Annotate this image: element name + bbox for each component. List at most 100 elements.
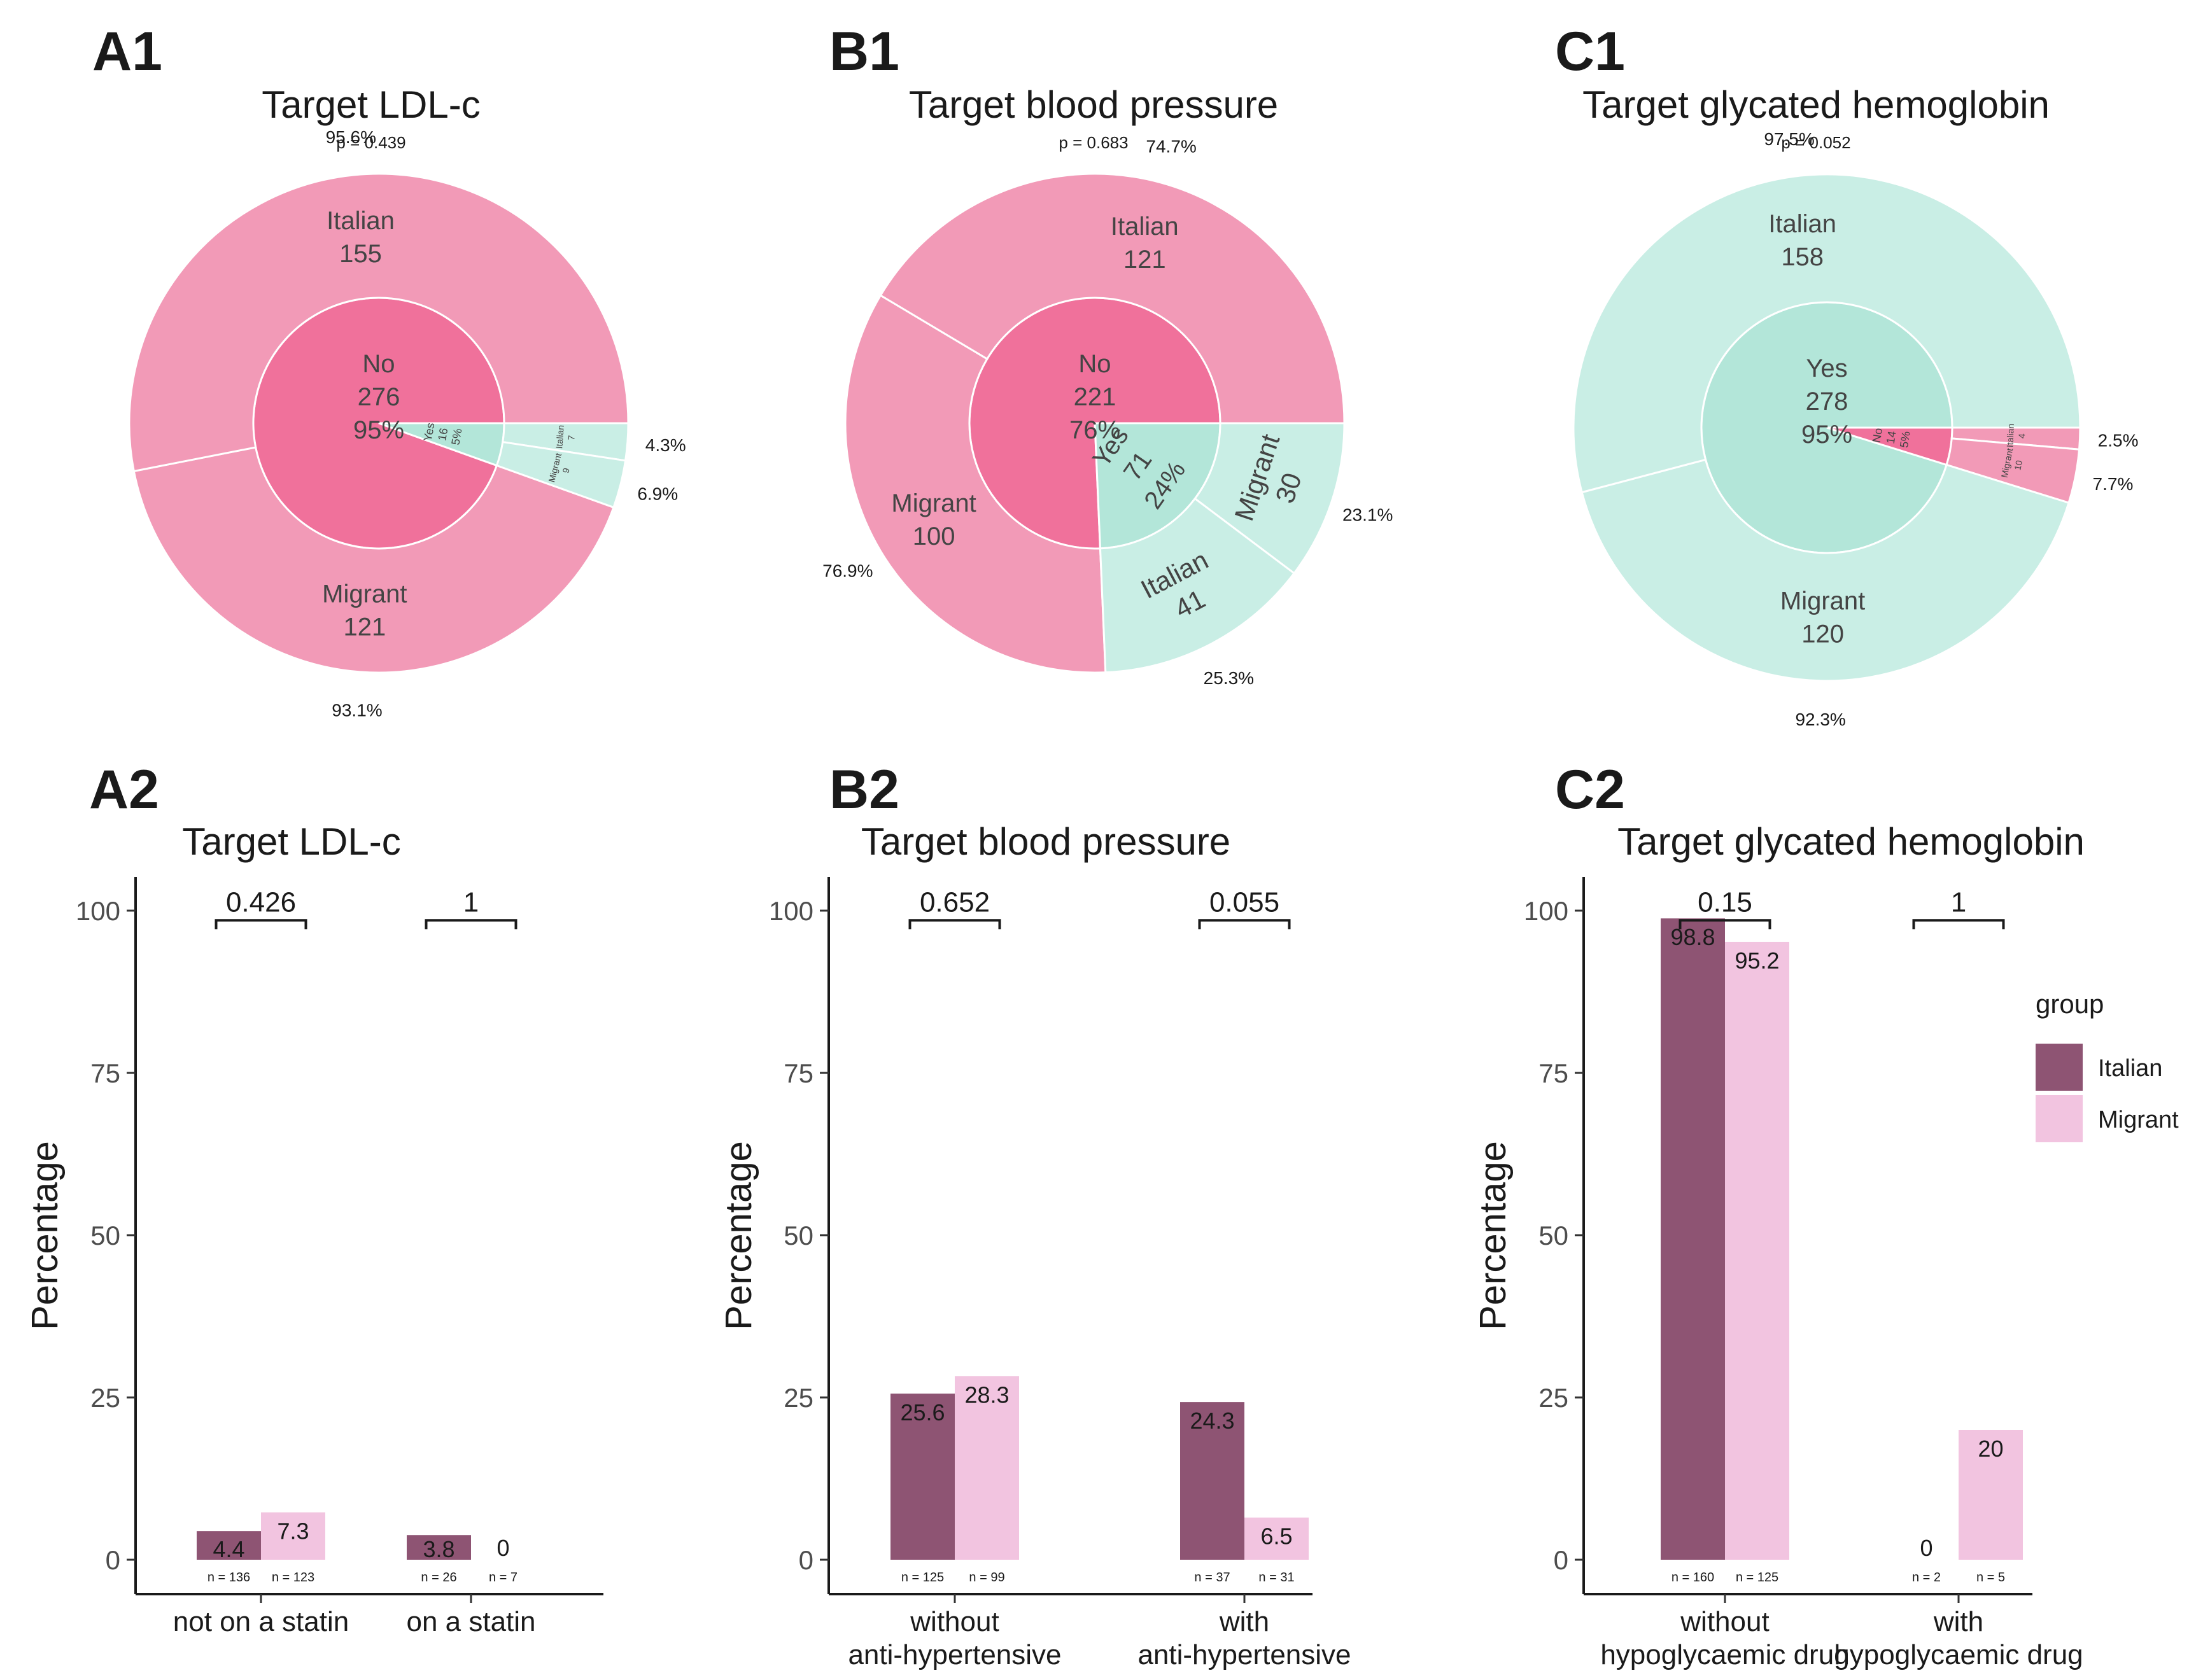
outer-label-migrant: Migrant 100: [891, 489, 976, 550]
outer-label-line: Migrant: [891, 489, 976, 517]
bar-italian: [197, 1531, 261, 1560]
x-tick-label: anti-hypertensive: [848, 1639, 1061, 1670]
inner-label-line: 76%: [1069, 416, 1120, 444]
bar-value-label: 0: [496, 1535, 509, 1561]
bar-italian: [1180, 1402, 1244, 1560]
legend-swatch-italian: [2036, 1044, 2083, 1091]
panel-label: B2: [829, 759, 899, 820]
significance-bracket: [908, 919, 1001, 930]
outer-label-line: Italian: [327, 207, 395, 235]
percent-label: 7.7%: [2093, 474, 2134, 494]
bar-value-label: 3.8: [423, 1536, 454, 1562]
chart-title: Target glycated hemoglobin: [1617, 820, 2085, 863]
outer-label-line: Italian: [1768, 210, 1836, 238]
percent-label: 6.9%: [637, 484, 678, 504]
y-tick-label: 25: [784, 1383, 813, 1413]
percent-label: 76.9%: [822, 561, 873, 581]
inner-label-line: 14: [1884, 430, 1899, 445]
bar-n-label: n = 5: [1976, 1571, 2005, 1585]
percent-label: 23.1%: [1342, 505, 1393, 524]
outer-label-line: Italian: [554, 424, 566, 449]
inner-label-line: Yes: [421, 422, 437, 442]
bar-value-label: 20: [1978, 1436, 2003, 1462]
outer-slice-italian-yes: [1572, 173, 2081, 494]
outer-label-migrant: Migrant 120: [1780, 587, 1865, 648]
inner-label-line: 95%: [353, 416, 404, 444]
inner-label-no: No 276 95%: [353, 350, 404, 444]
outer-label-italian: Italian 155: [327, 207, 395, 268]
chart-title: Target blood pressure: [909, 83, 1278, 126]
y-tick-label: 75: [1538, 1058, 1568, 1088]
outer-label-line: 121: [1123, 246, 1166, 274]
x-tick-label: without: [1680, 1606, 1769, 1637]
p-value-label: 0.426: [226, 886, 296, 918]
outer-label-line: 9: [560, 466, 571, 474]
legend-title: group: [2036, 989, 2104, 1019]
bar-n-label: n = 123: [272, 1571, 314, 1585]
bar-value-label: 7.3: [277, 1518, 309, 1544]
x-tick-label: with: [1219, 1606, 1269, 1637]
bar-value-label: 95.2: [1735, 948, 1779, 974]
outer-label-line: 100: [913, 522, 955, 550]
significance-bracket: [1198, 919, 1291, 930]
p-value-label: p = 0.439: [336, 133, 405, 152]
inner-label-line: No: [362, 350, 395, 378]
inner-label-line: 276: [358, 383, 400, 411]
inner-label-line: No: [1870, 427, 1885, 444]
bar-italian: [407, 1535, 471, 1560]
significance-bracket: [1912, 919, 2005, 930]
outer-label-line: Italian: [1111, 213, 1179, 241]
inner-label-no: No 221 76%: [1069, 350, 1120, 444]
bar-n-label: n = 125: [1736, 1571, 1778, 1585]
bar-value-label: 28.3: [964, 1382, 1009, 1408]
y-tick-label: 50: [1538, 1221, 1568, 1250]
percent-label: 4.3%: [645, 435, 686, 455]
panel-label: C2: [1555, 759, 1625, 820]
y-tick-label: 100: [1524, 896, 1568, 926]
outer-label-line: Migrant: [322, 580, 407, 608]
bar-migrant: [1959, 1430, 2023, 1560]
p-value-label: p = 0.052: [1781, 133, 1850, 152]
outer-label-line: Migrant: [1780, 587, 1865, 615]
bar-migrant: [1725, 941, 1789, 1560]
bar-italian: [1661, 918, 1725, 1560]
panel-label: B1: [829, 21, 899, 82]
x-tick-label: anti-hypertensive: [1137, 1639, 1351, 1670]
legend: group Italian Migrant: [2036, 989, 2179, 1142]
panel-a2: A2 Target LDL-c 0 25 50 75 100 Percentage not on…: [24, 759, 603, 1637]
outer-slice-migrant-no: [132, 446, 615, 674]
bar-n-label: n = 125: [901, 1571, 944, 1585]
bar-value-label: 0: [1920, 1535, 1932, 1561]
bar-value-label: 25.6: [900, 1399, 945, 1425]
percent-label: 95.6%: [326, 127, 376, 147]
inner-label-line: Yes: [1806, 354, 1847, 382]
x-tick-label: without: [910, 1606, 999, 1637]
outer-slice-italian-yes: [1099, 497, 1296, 674]
percent-label: 2.5%: [2098, 431, 2139, 451]
bar-value-label: 4.4: [213, 1536, 244, 1562]
bar-n-label: n = 37: [1194, 1571, 1230, 1585]
outer-slice-migrant-no: [844, 294, 1107, 674]
x-tick-label: on a statin: [406, 1606, 535, 1637]
outer-label-line: 7: [566, 435, 577, 440]
y-axis-label: Percentage: [718, 1141, 759, 1330]
bar-value-label: 24.3: [1190, 1408, 1234, 1434]
chart-title: Target glycated hemoglobin: [1582, 83, 2050, 126]
p-value-label: 1: [463, 886, 479, 918]
significance-bracket: [425, 919, 517, 930]
bar-n-label: n = 26: [421, 1571, 456, 1585]
bar-n-label: n = 160: [1672, 1571, 1714, 1585]
bar-migrant: [261, 1512, 325, 1560]
y-tick-label: 0: [106, 1545, 120, 1575]
percent-label: 25.3%: [1204, 668, 1254, 688]
outer-label-line: 121: [343, 613, 386, 641]
y-tick-label: 0: [1554, 1545, 1568, 1575]
